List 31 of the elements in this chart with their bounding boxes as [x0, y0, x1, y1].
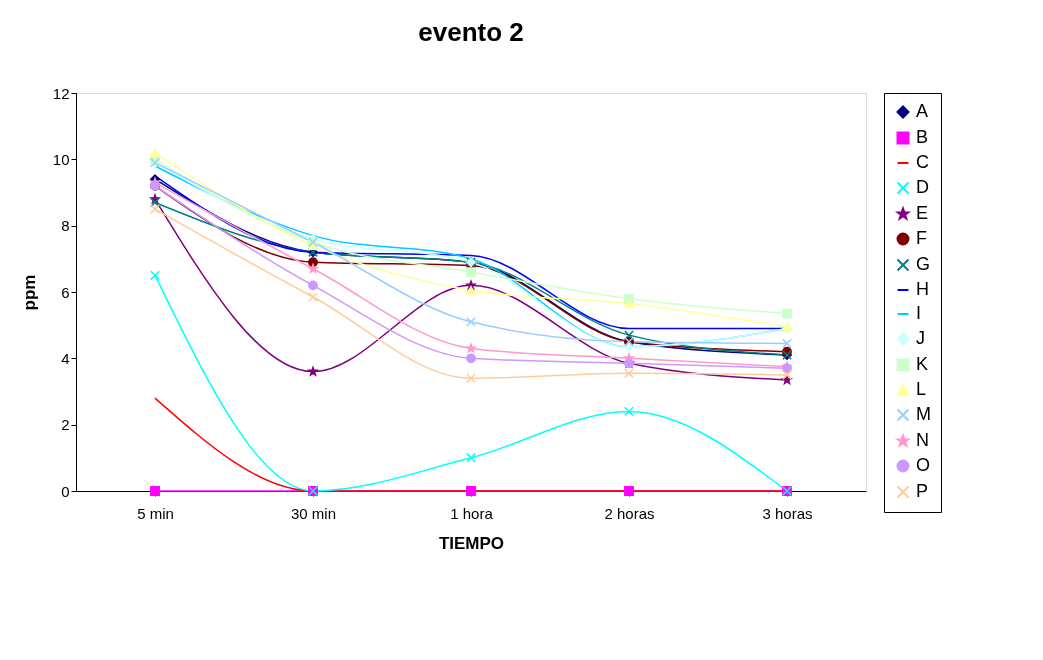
legend-label: I [916, 303, 922, 323]
y-tick-label: 10 [52, 150, 70, 168]
y-tick-label: 2 [61, 416, 70, 434]
legend-label: A [916, 101, 929, 121]
chart-title: evento 2 [418, 17, 524, 47]
legend-label: O [916, 455, 931, 475]
x-tick-label: 5 min [137, 504, 174, 522]
legend-label: D [916, 177, 929, 197]
legend-label: C [916, 152, 929, 172]
x-tick-label: 30 min [290, 504, 337, 522]
x-tick-label: 3 horas [762, 504, 813, 522]
legend-label: L [916, 379, 927, 399]
x-axis-title: TIEMPO [438, 533, 505, 553]
legend-label: H [916, 279, 929, 299]
legend-label: G [916, 254, 931, 274]
legend-label: M [916, 404, 931, 424]
y-tick-label: 12 [52, 84, 70, 102]
x-tick-label: 1 hora [450, 504, 494, 522]
y-axis-title: ppm [19, 274, 39, 311]
y-tick-label: 8 [61, 217, 70, 235]
legend-label: E [916, 203, 929, 223]
legend-label: J [916, 328, 925, 348]
y-tick-label: 4 [61, 349, 70, 367]
legend-label: B [916, 127, 929, 147]
legend-label: P [916, 481, 929, 501]
y-tick-label: 0 [61, 482, 70, 500]
y-tick-label: 6 [61, 283, 70, 301]
legend-label: K [916, 354, 929, 374]
legend-label: F [916, 228, 927, 248]
x-tick-label: 2 horas [604, 504, 655, 522]
legend-label: N [916, 430, 929, 450]
